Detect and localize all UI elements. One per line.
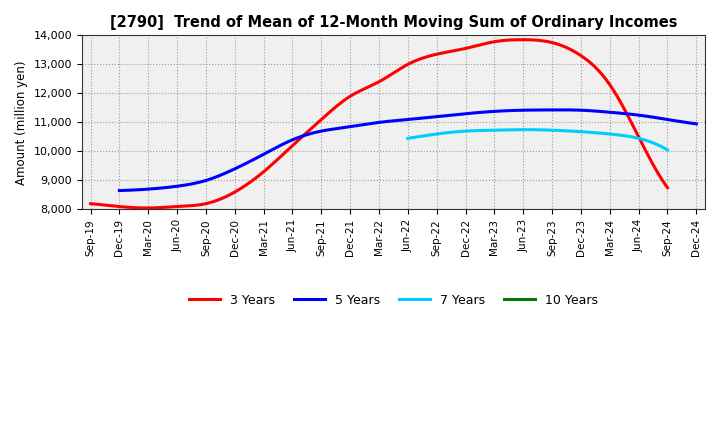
7 Years bbox=[405, 136, 413, 141]
5 Years bbox=[459, 111, 467, 117]
5 Years bbox=[117, 188, 126, 193]
3 Years bbox=[88, 201, 96, 206]
3 Years bbox=[518, 37, 527, 42]
Y-axis label: Amount (million yen): Amount (million yen) bbox=[15, 60, 28, 185]
5 Years bbox=[603, 110, 612, 115]
7 Years bbox=[403, 136, 412, 141]
3 Years bbox=[441, 50, 450, 55]
5 Years bbox=[468, 110, 477, 116]
7 Years bbox=[521, 127, 529, 132]
3 Years bbox=[86, 201, 95, 206]
5 Years bbox=[692, 121, 701, 126]
Legend: 3 Years, 5 Years, 7 Years, 10 Years: 3 Years, 5 Years, 7 Years, 10 Years bbox=[184, 289, 603, 312]
7 Years bbox=[663, 147, 672, 153]
5 Years bbox=[640, 113, 649, 118]
5 Years bbox=[456, 111, 465, 117]
7 Years bbox=[563, 128, 572, 134]
3 Years bbox=[142, 205, 150, 211]
Line: 7 Years: 7 Years bbox=[408, 130, 667, 150]
7 Years bbox=[640, 137, 649, 143]
Line: 5 Years: 5 Years bbox=[120, 110, 696, 191]
3 Years bbox=[576, 53, 585, 58]
7 Years bbox=[558, 128, 567, 133]
7 Years bbox=[624, 133, 632, 139]
Line: 3 Years: 3 Years bbox=[91, 40, 667, 208]
5 Years bbox=[557, 107, 566, 113]
3 Years bbox=[431, 52, 440, 57]
3 Years bbox=[430, 52, 438, 58]
5 Years bbox=[115, 188, 124, 193]
7 Years bbox=[559, 128, 567, 133]
Title: [2790]  Trend of Mean of 12-Month Moving Sum of Ordinary Incomes: [2790] Trend of Mean of 12-Month Moving … bbox=[109, 15, 678, 30]
3 Years bbox=[613, 94, 621, 99]
3 Years bbox=[663, 185, 672, 191]
